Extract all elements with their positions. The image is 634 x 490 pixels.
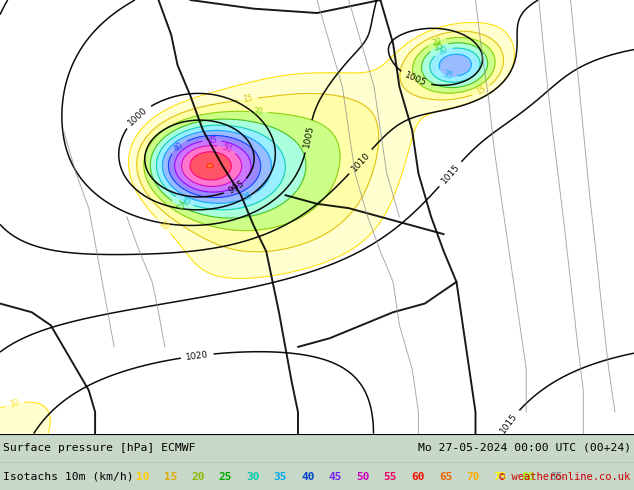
Text: © weatheronline.co.uk: © weatheronline.co.uk [499, 472, 630, 482]
Text: 55: 55 [384, 472, 398, 482]
Text: 40: 40 [301, 472, 314, 482]
Text: Surface pressure [hPa] ECMWF: Surface pressure [hPa] ECMWF [3, 443, 195, 453]
Text: 1010: 1010 [349, 150, 372, 173]
Text: 35: 35 [274, 472, 287, 482]
Text: 1020: 1020 [185, 350, 209, 362]
Text: 45: 45 [329, 472, 342, 482]
Text: 15: 15 [164, 472, 178, 482]
Text: Isotachs 10m (km/h): Isotachs 10m (km/h) [3, 472, 134, 482]
Text: 30: 30 [437, 45, 450, 57]
Text: 40: 40 [172, 140, 185, 153]
Text: 1015: 1015 [498, 411, 519, 435]
Text: 65: 65 [439, 472, 452, 482]
Text: 1005: 1005 [302, 124, 315, 148]
Text: 25: 25 [174, 199, 186, 212]
Text: 30: 30 [178, 196, 191, 208]
Text: 35: 35 [441, 69, 453, 81]
Text: 20: 20 [430, 36, 443, 48]
Text: 45: 45 [207, 136, 217, 145]
Text: 35: 35 [242, 191, 254, 203]
Text: 15: 15 [475, 84, 488, 97]
Text: 85: 85 [549, 472, 562, 482]
Text: 90: 90 [576, 472, 590, 482]
Text: 20: 20 [191, 472, 205, 482]
Text: 25: 25 [219, 472, 232, 482]
Text: 10: 10 [136, 472, 150, 482]
Text: 50: 50 [221, 143, 233, 154]
Text: 1005: 1005 [403, 71, 428, 89]
Text: 70: 70 [466, 472, 480, 482]
Text: 20: 20 [254, 107, 264, 117]
Text: 1015: 1015 [439, 163, 462, 186]
Text: 25: 25 [433, 41, 445, 52]
Text: 10: 10 [10, 398, 20, 409]
Text: 30: 30 [246, 472, 260, 482]
Text: Mo 27-05-2024 00:00 UTC (00+24): Mo 27-05-2024 00:00 UTC (00+24) [418, 443, 631, 453]
Text: 995: 995 [226, 179, 245, 196]
Text: 80: 80 [521, 472, 534, 482]
Text: 15: 15 [243, 94, 254, 104]
Text: 1000: 1000 [126, 105, 149, 127]
Text: 10: 10 [157, 219, 170, 232]
Text: 75: 75 [494, 472, 507, 482]
Text: 60: 60 [411, 472, 425, 482]
Text: 50: 50 [356, 472, 370, 482]
